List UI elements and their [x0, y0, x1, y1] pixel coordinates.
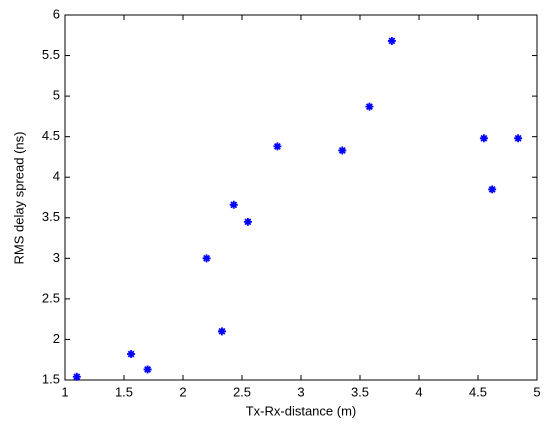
point-stroke — [229, 200, 238, 209]
point-stroke — [514, 134, 523, 143]
point — [387, 36, 396, 45]
point-stroke — [72, 372, 81, 381]
point-stroke — [243, 217, 252, 226]
point-stroke — [217, 327, 226, 336]
point — [273, 142, 282, 151]
y-tick-label: 4.5 — [42, 128, 60, 143]
x-tick-label: 1 — [61, 384, 68, 399]
point — [217, 327, 226, 336]
point-stroke — [479, 134, 488, 143]
x-tick-label: 3 — [297, 384, 304, 399]
point-stroke — [365, 102, 374, 111]
point — [338, 146, 347, 155]
y-tick-label: 1.5 — [42, 371, 60, 386]
x-tick-label: 2.5 — [233, 384, 251, 399]
y-tick-label: 5.5 — [42, 47, 60, 62]
x-tick-label: 4 — [415, 384, 422, 399]
point-stroke — [143, 365, 152, 374]
x-tick-label: 5 — [533, 384, 540, 399]
point — [143, 365, 152, 374]
y-tick-label: 3.5 — [42, 209, 60, 224]
point — [72, 372, 81, 381]
point — [127, 350, 136, 359]
point-stroke — [338, 146, 347, 155]
y-tick-label: 2 — [53, 331, 60, 346]
point — [479, 134, 488, 143]
point — [202, 254, 211, 263]
x-axis-label: Tx-Rx-distance (m) — [246, 403, 357, 418]
x-tick-label: 4.5 — [469, 384, 487, 399]
point — [365, 102, 374, 111]
point-stroke — [273, 142, 282, 151]
x-tick-label: 2 — [179, 384, 186, 399]
point — [488, 185, 497, 194]
point — [514, 134, 523, 143]
point-stroke — [202, 254, 211, 263]
y-tick-label: 4 — [53, 169, 60, 184]
point-stroke — [127, 350, 136, 359]
y-tick-label: 2.5 — [42, 290, 60, 305]
y-axis-label: RMS delay spread (ns) — [11, 132, 26, 265]
point — [229, 200, 238, 209]
y-tick-label: 5 — [53, 88, 60, 103]
x-tick-label: 3.5 — [351, 384, 369, 399]
y-tick-label: 6 — [53, 6, 60, 21]
point-stroke — [488, 185, 497, 194]
point — [243, 217, 252, 226]
x-tick-label: 1.5 — [115, 384, 133, 399]
y-tick-label: 3 — [53, 250, 60, 265]
point-stroke — [387, 36, 396, 45]
